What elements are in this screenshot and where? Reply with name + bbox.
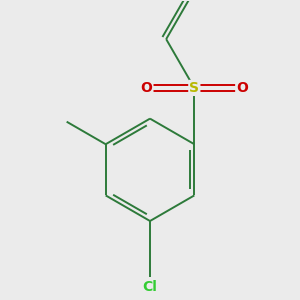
Text: O: O xyxy=(140,81,152,95)
Text: S: S xyxy=(189,81,199,95)
Text: Cl: Cl xyxy=(142,280,158,294)
Text: O: O xyxy=(236,81,248,95)
